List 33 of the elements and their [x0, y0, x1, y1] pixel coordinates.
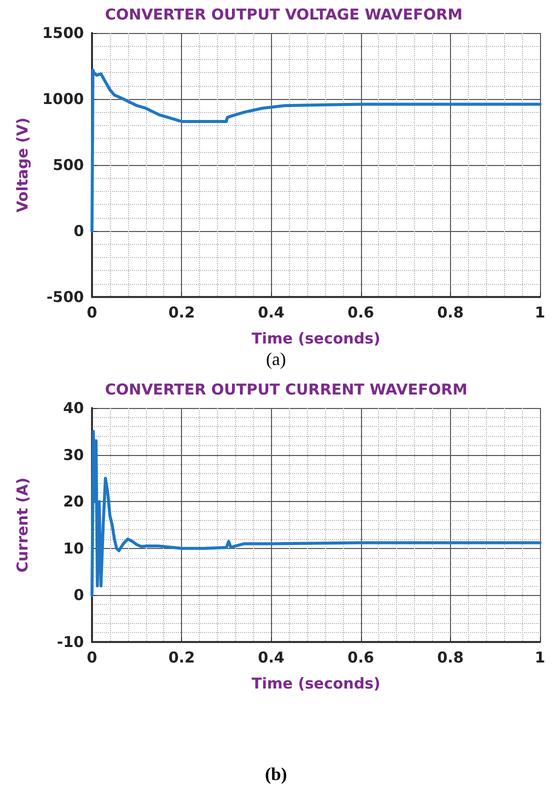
text: (a)	[266, 349, 286, 369]
x-tick-label: 0.4	[258, 304, 284, 322]
x-tick-label: 0	[86, 304, 98, 322]
chart-title: CONVERTER OUTPUT CURRENT WAVEFORM	[105, 380, 468, 398]
y-axis-title: Voltage (V)	[14, 118, 32, 212]
x-tick-label: 0.2	[168, 304, 195, 322]
x-axis-title: Time (seconds)	[252, 330, 380, 348]
text: (b)	[265, 764, 288, 784]
x-tick-label: 0.8	[437, 304, 464, 322]
x-tick-label: 1	[534, 304, 546, 322]
x-axis-title: Time (seconds)	[252, 674, 380, 692]
y-tick-label: -500	[46, 288, 84, 306]
y-tick-label: 1500	[42, 24, 84, 42]
x-tick-label: 0.6	[348, 648, 374, 666]
y-tick-label: 1000	[42, 90, 84, 108]
x-tick-label: 0.6	[348, 304, 374, 322]
x-tick-label: 0	[86, 648, 98, 666]
line-series	[90, 430, 542, 597]
chart-title: CONVERTER OUTPUT VOLTAGE WAVEFORM	[105, 6, 463, 24]
y-tick-label: 30	[63, 446, 84, 464]
y-tick-label: 0	[74, 586, 84, 604]
y-tick-label: 20	[63, 492, 84, 511]
y-tick-label: 0	[74, 222, 84, 240]
x-tick-label: 0.4	[258, 648, 284, 666]
y-tick-label: 10	[63, 539, 84, 558]
y-tick-label: -10	[56, 633, 84, 651]
y-tick-label: 40	[63, 399, 84, 417]
y-tick-label: 500	[52, 156, 84, 174]
line-series	[90, 68, 542, 232]
x-tick-label: 0.2	[168, 648, 195, 666]
x-tick-label: 1	[534, 648, 546, 666]
y-axis-title: Current (A)	[14, 477, 32, 573]
x-tick-label: 0.8	[437, 648, 464, 666]
